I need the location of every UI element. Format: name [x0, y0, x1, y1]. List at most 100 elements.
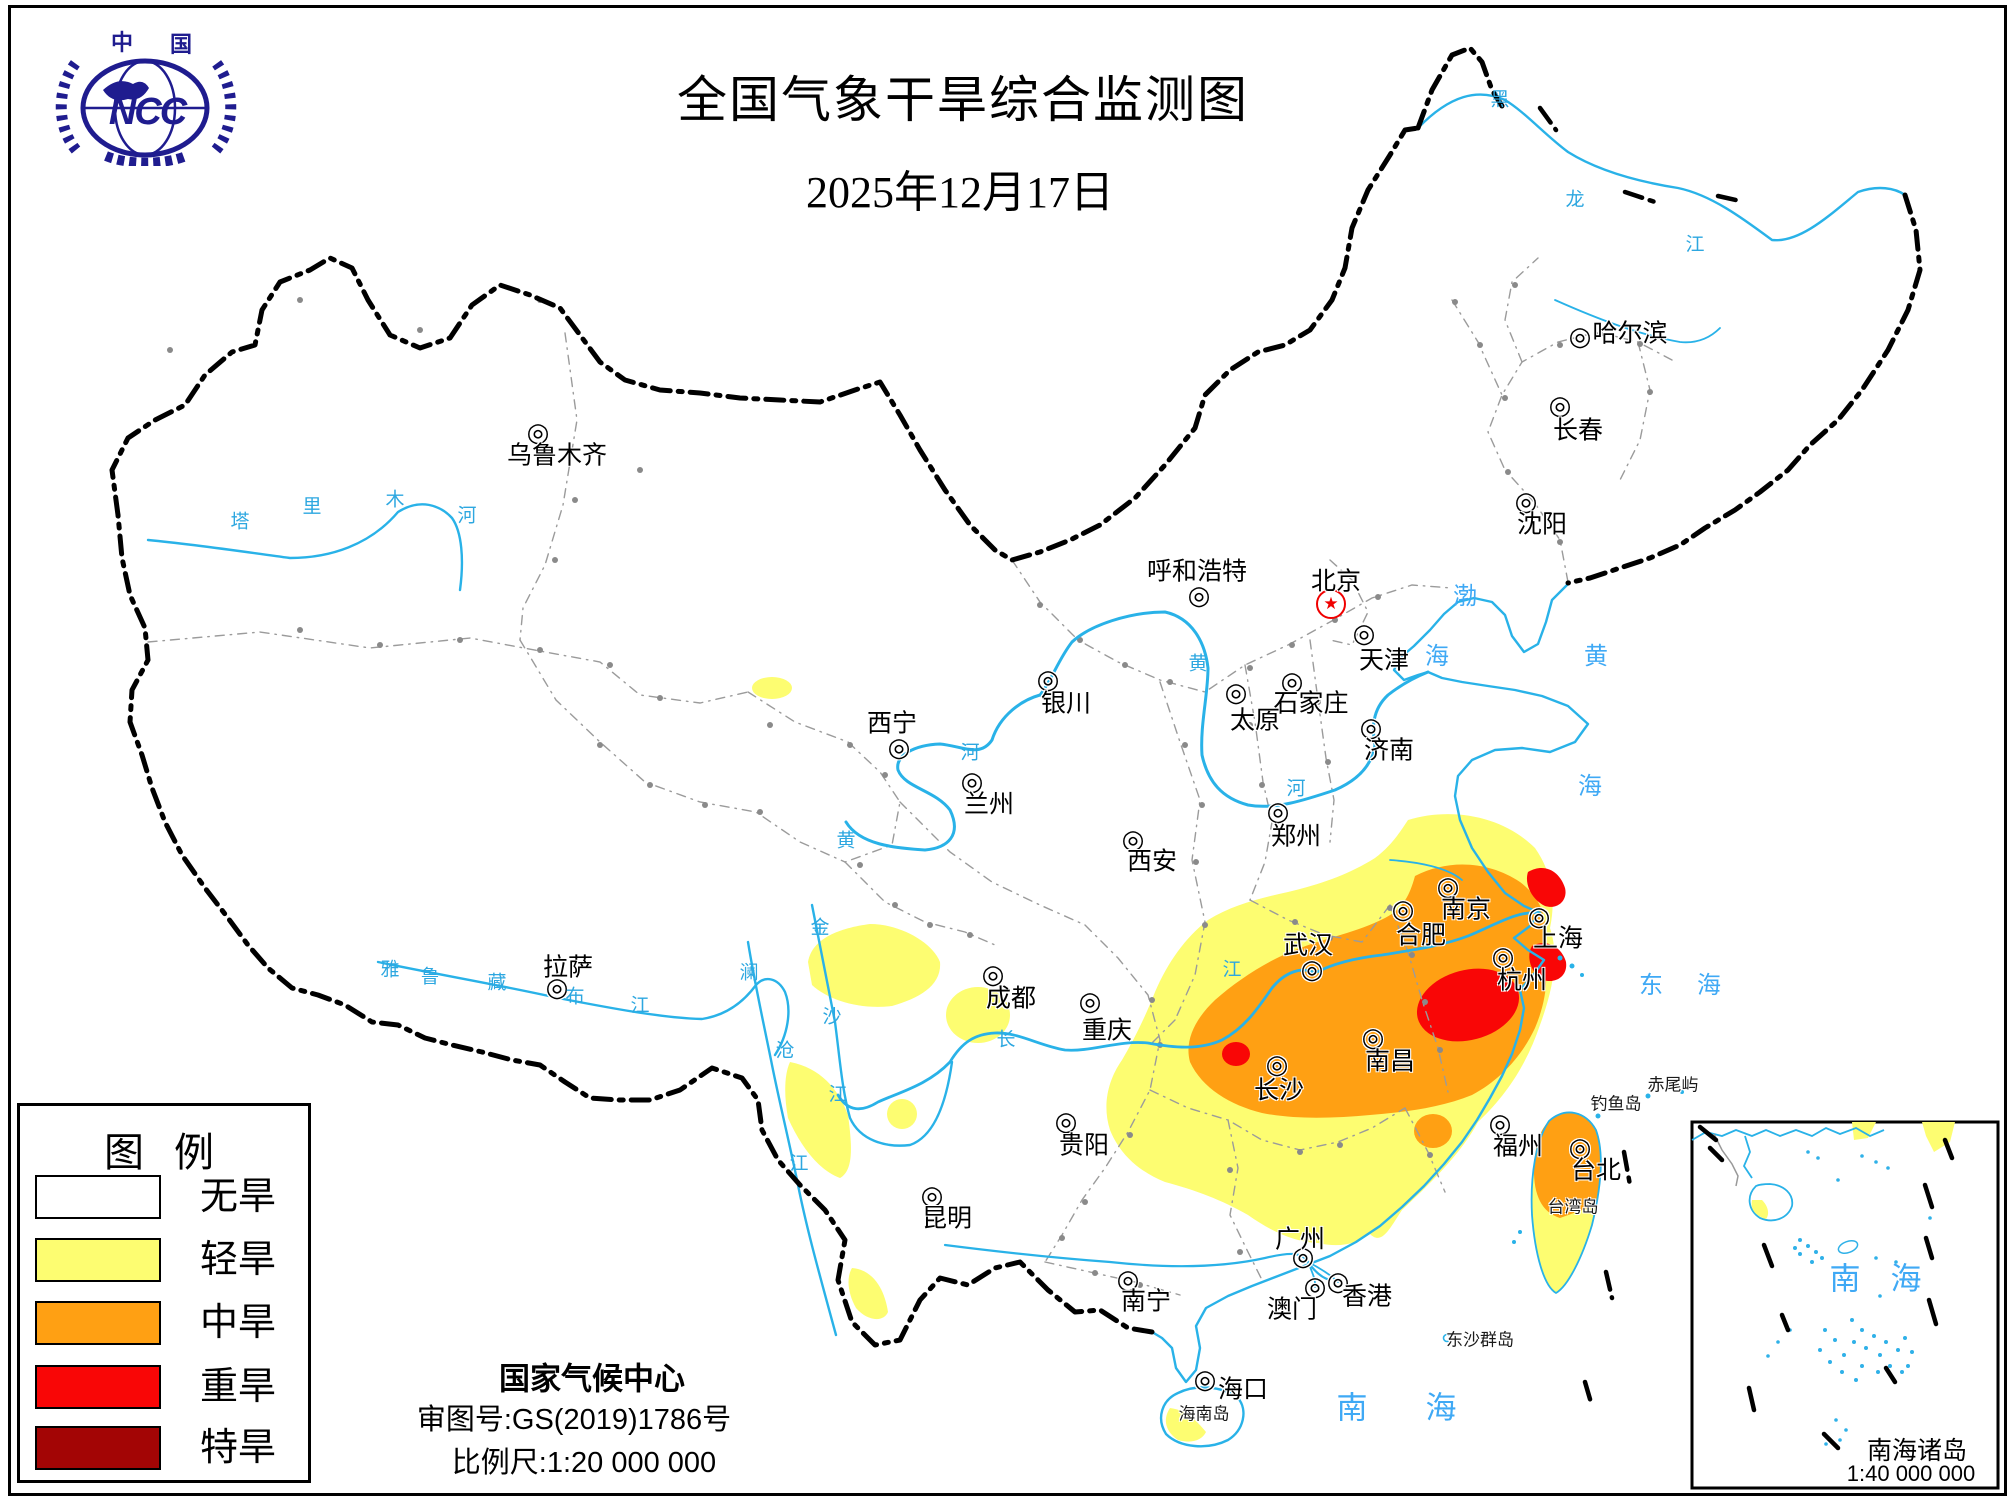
heilongjiang-river — [1416, 93, 1907, 242]
river-label-char: 长 — [996, 1029, 1016, 1051]
sea-label-char: 黄 — [1584, 644, 1608, 670]
border-west-north — [109, 125, 1421, 563]
legend-swatch-extreme — [35, 1426, 161, 1470]
city-marker: ◎ — [1326, 1267, 1350, 1297]
city-marker: ◎ — [1193, 1365, 1217, 1395]
city-label: 拉萨 — [542, 954, 594, 982]
city-label: 哈尔滨 — [1592, 320, 1668, 348]
river-label-char: 布 — [565, 986, 585, 1008]
border-south — [115, 512, 1155, 1348]
sea-label-char: 东 — [1639, 973, 1663, 999]
city-label: 西宁 — [866, 710, 918, 738]
river-label-char: 塔 — [230, 511, 250, 533]
hainan-drought-light — [1165, 1408, 1206, 1442]
city-marker: ◎ — [981, 960, 1005, 990]
city-label: 南宁 — [1120, 1288, 1172, 1316]
city-marker: ◎ — [1359, 713, 1383, 743]
city-label: 北京 — [1310, 568, 1362, 596]
river-label-char: 里 — [302, 496, 322, 518]
city-marker: ◎ — [887, 733, 911, 763]
island-label: 钓鱼岛 — [1590, 1094, 1642, 1114]
legend-label-severe: 重旱 — [200, 1366, 277, 1408]
inset-coast — [1691, 1126, 1885, 1222]
city-marker: ◎ — [1352, 619, 1376, 649]
city-marker: ◎ — [920, 1181, 944, 1211]
lancang-river — [746, 940, 838, 1337]
river-label-char: 江 — [630, 995, 650, 1017]
city-label: 乌鲁木齐 — [506, 442, 608, 470]
city-label: 西安 — [1126, 848, 1178, 876]
city-marker: ◎ — [1187, 581, 1211, 611]
city-label: 杭州 — [1496, 967, 1548, 995]
city-marker: ◎ — [1121, 825, 1145, 855]
city-marker: ◎ — [1568, 322, 1592, 352]
page-title: 全国气象干旱综合监测图 — [677, 72, 1249, 128]
mainland-coast — [1151, 583, 1590, 1384]
credit-map-license: 审图号:GS(2019)1786号 — [416, 1404, 732, 1436]
legend-label-extreme: 特旱 — [200, 1427, 277, 1469]
city-marker: ◎ — [1491, 942, 1515, 972]
city-marker: ◎ — [1291, 1242, 1315, 1272]
legend-panel: 图 例 无旱 轻旱 中旱 重旱 特旱 — [17, 1103, 311, 1483]
sea-label-char: 南 — [1336, 1390, 1368, 1426]
city-marker: ◎ — [1488, 1109, 1512, 1139]
city-label: 重庆 — [1081, 1017, 1133, 1045]
inset-yellow-taiwan — [1922, 1122, 1955, 1152]
city-label: 银川 — [1040, 690, 1092, 718]
river-label-char: 江 — [828, 1084, 848, 1106]
city-label: 香港 — [1341, 1283, 1393, 1311]
legend-label-none: 无旱 — [200, 1176, 277, 1218]
maritime-dashes — [1537, 105, 1743, 1409]
sea-label-char: 渤 — [1453, 584, 1477, 610]
border-mohe-peak — [1415, 45, 1505, 131]
city-marker: ◎ — [526, 418, 550, 448]
logo-acronym-text: NCC — [109, 91, 188, 133]
songhua-river — [1554, 299, 1721, 344]
city-label: 兰州 — [963, 791, 1015, 819]
drought-severe-hunan — [1222, 1042, 1250, 1066]
legend-swatch-severe — [35, 1365, 161, 1409]
inset-frame — [1690, 1120, 2000, 1490]
taiwan-coast — [1530, 1111, 1602, 1294]
south-china-sea-inset — [1690, 1120, 2000, 1490]
legend-swatch-light — [35, 1238, 161, 1282]
city-label: 沈阳 — [1516, 511, 1568, 539]
small-islands — [1512, 955, 1684, 1244]
city-label: 福州 — [1492, 1133, 1544, 1161]
river-label-char: 龙 — [1565, 189, 1585, 211]
city-label: 武汉 — [1282, 932, 1334, 960]
logo-wreath-bottom — [104, 151, 188, 168]
river-label-char: 木 — [385, 489, 405, 511]
sea-label-char: 海 — [1578, 774, 1602, 800]
city-label: 澳门 — [1266, 1296, 1318, 1324]
city-label: 太原 — [1229, 707, 1281, 735]
coastline — [1151, 583, 1684, 1448]
city-marker: ◎ — [1116, 1265, 1140, 1295]
city-marker: ◎ — [960, 767, 984, 797]
inset-nine-dash-line — [1697, 1124, 1955, 1451]
city-label: 郑州 — [1270, 823, 1322, 851]
sea-label-char: 海 — [1425, 644, 1449, 670]
river-label-char: 江 — [1222, 959, 1242, 981]
river-label-char: 黄 — [836, 830, 856, 852]
city-marker: ◎ — [1036, 665, 1060, 695]
river-label-char: 河 — [1286, 778, 1306, 800]
drought-light-spot — [887, 1099, 917, 1129]
city-label: 贵阳 — [1058, 1132, 1110, 1160]
city-marker: ◎ — [1548, 391, 1572, 421]
logo-wreath-right — [209, 56, 237, 154]
legend-label-mid: 中旱 — [200, 1302, 277, 1344]
river-label-char: 江 — [789, 1153, 809, 1175]
city-label: 海口 — [1217, 1376, 1269, 1404]
city-label: 合肥 — [1395, 922, 1447, 950]
logo-country-left: 中 — [111, 30, 133, 55]
city-label: 济南 — [1363, 737, 1415, 765]
city-marker: ◎ — [1224, 678, 1248, 708]
city-label: 天津 — [1358, 647, 1410, 675]
river-label-char: 黑 — [1490, 89, 1510, 111]
sea-label-char: 海 — [1697, 973, 1721, 999]
city-marker: ◎ — [1266, 797, 1290, 827]
city-marker: ◎ — [545, 973, 569, 1003]
